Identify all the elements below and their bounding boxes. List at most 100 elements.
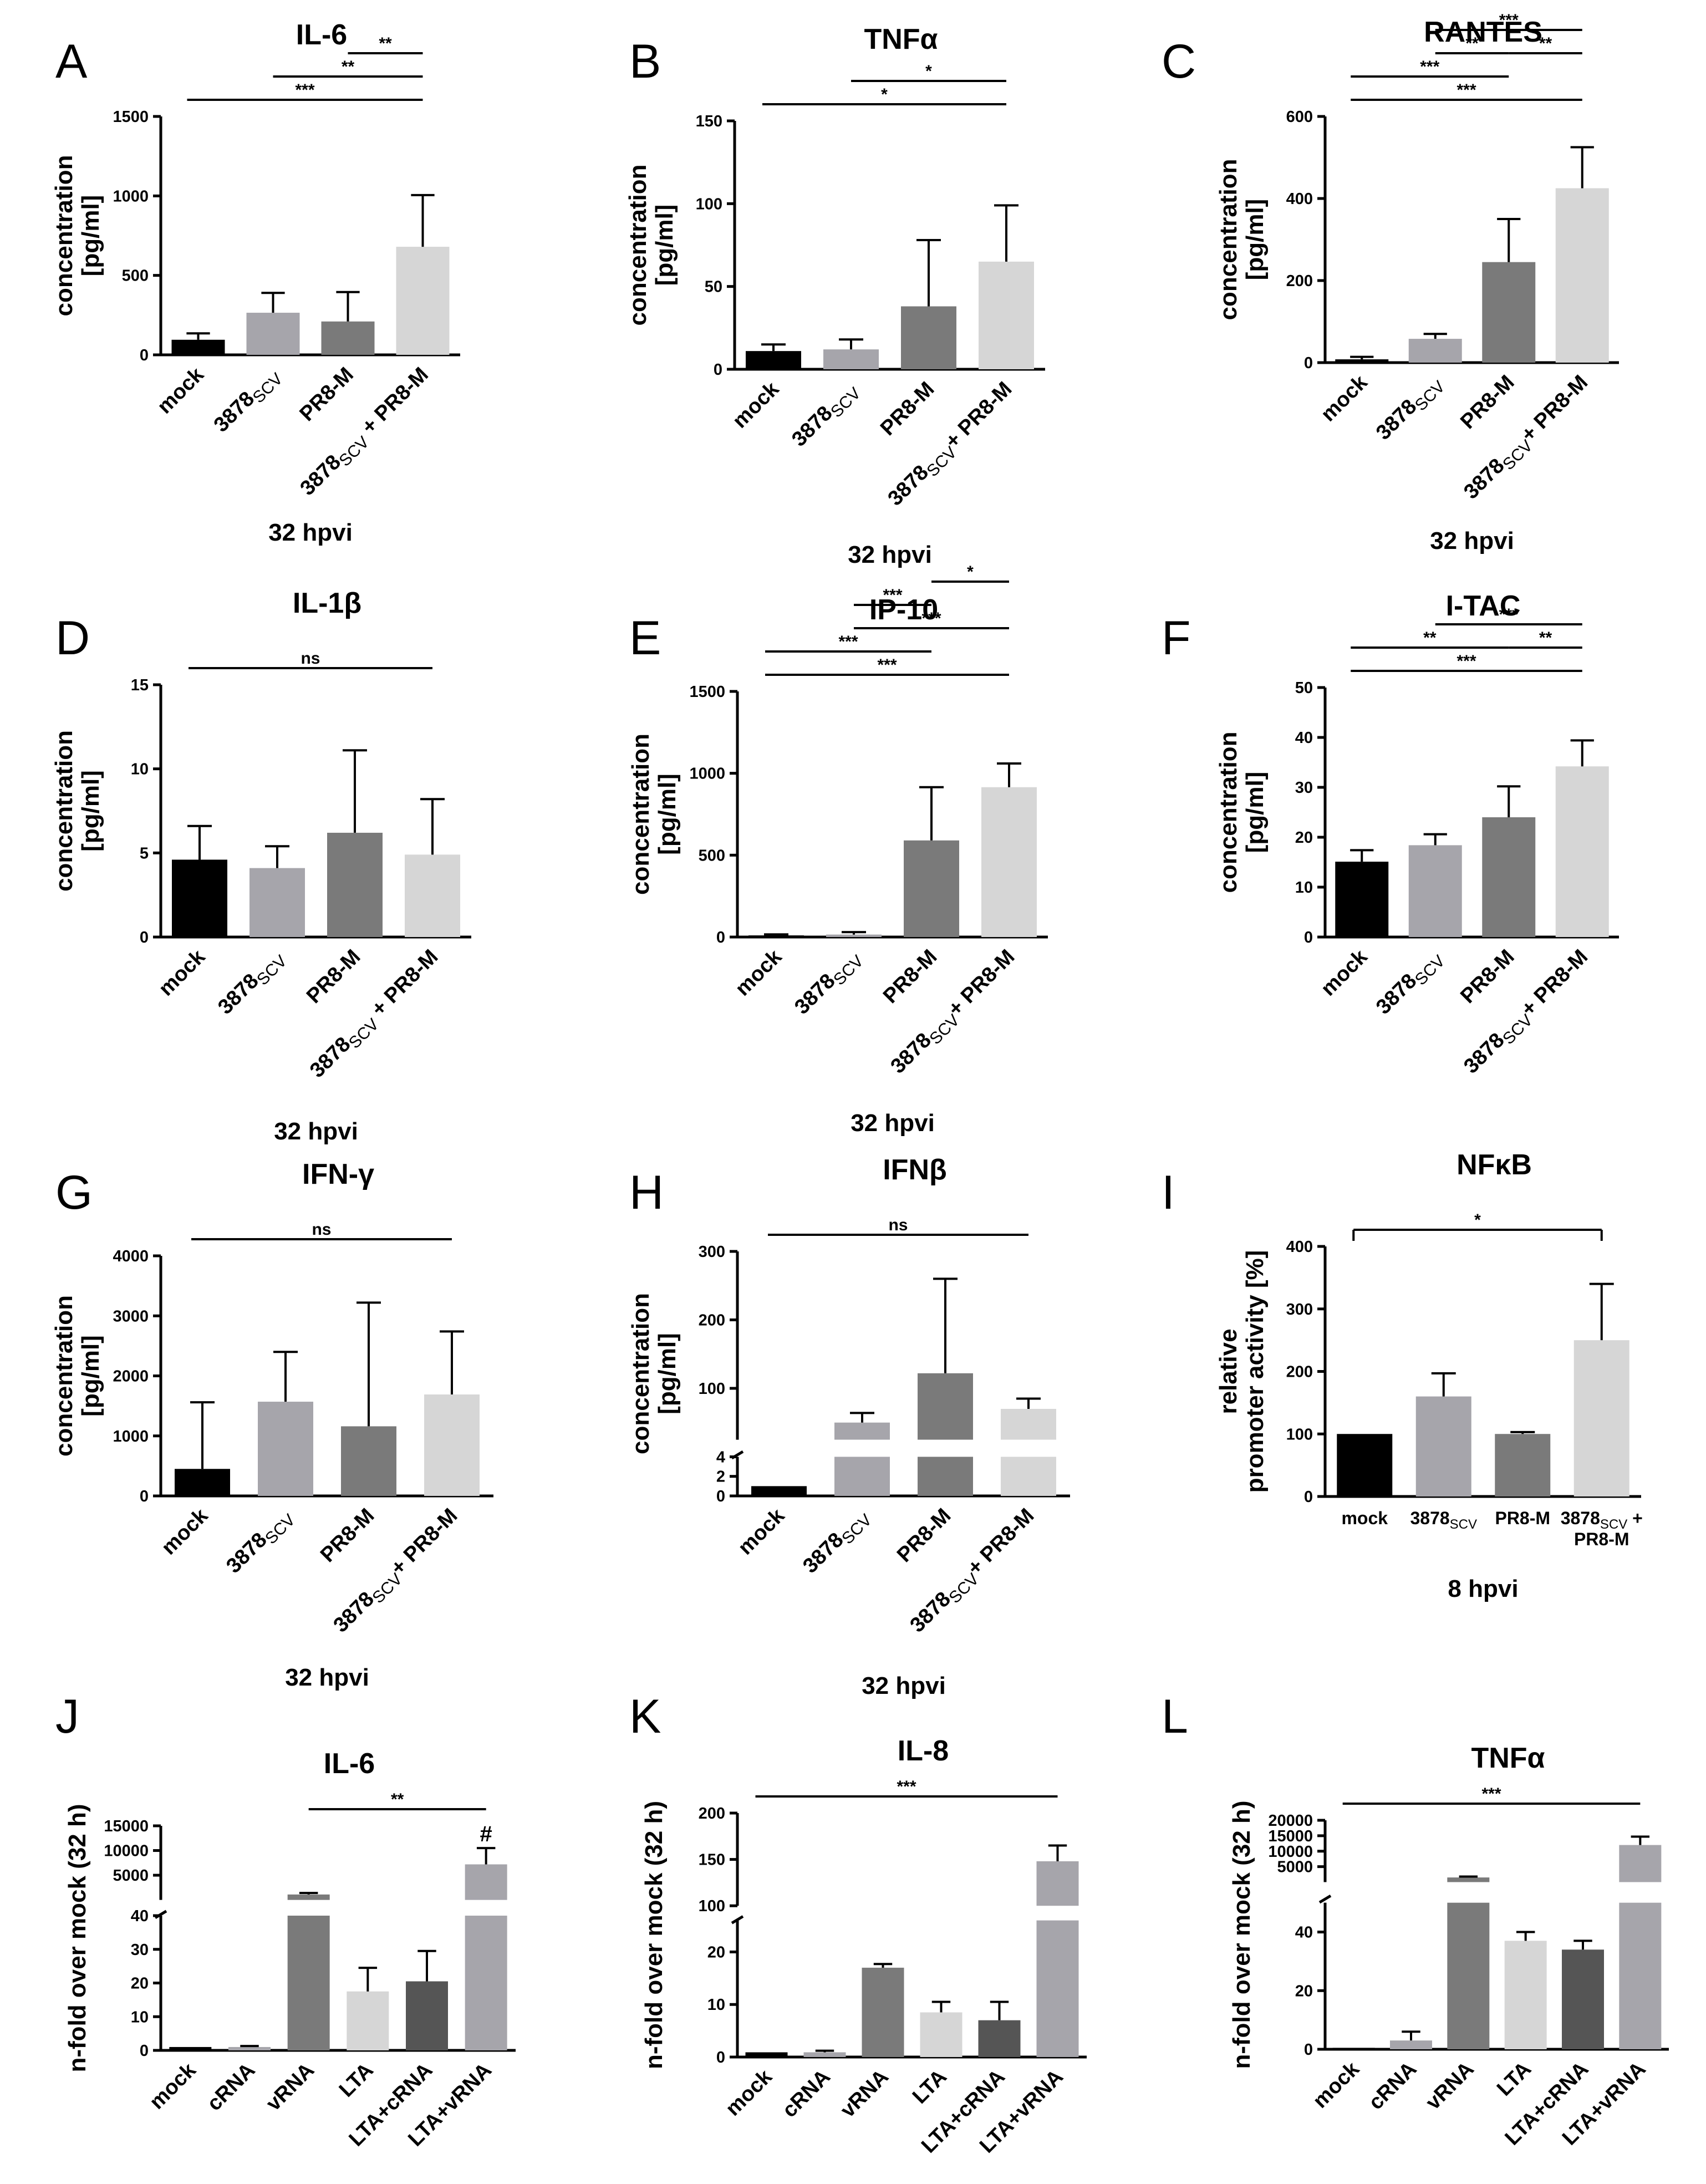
x-category-label: 3878SCV + — [1561, 1508, 1643, 1532]
bar — [347, 1991, 389, 2050]
chart-title: IFN-γ — [302, 1158, 374, 1190]
significance-label: ** — [379, 34, 392, 53]
panel-label: G — [55, 1166, 93, 1219]
x-category-label: cRNA — [203, 2059, 260, 2116]
x-category-label: mock — [157, 1504, 213, 1560]
bar — [1337, 1434, 1393, 1496]
category-main: cRNA — [778, 2065, 835, 2122]
bar — [169, 2046, 212, 2050]
bar — [745, 2052, 788, 2057]
bar — [1332, 2048, 1375, 2049]
x-category-label: 3878SCV — [1372, 945, 1449, 1022]
panel-i: I NFκB relative promoter activity [%] 0 100 20… — [1162, 1149, 1643, 1602]
x-category-label: 3878SCV — [213, 945, 291, 1022]
y-axis-label-line: concentration — [627, 734, 654, 895]
significance-label: ** — [1539, 629, 1552, 647]
y-axis-label-line: concentration — [50, 155, 78, 317]
bar — [1482, 817, 1536, 937]
category-post: + PR8-M — [1517, 945, 1592, 1021]
x-category-label: mock — [728, 377, 784, 433]
significance-label: ** — [342, 58, 355, 76]
significance-label: ** — [1465, 34, 1479, 53]
bar — [901, 306, 956, 369]
bar — [175, 1469, 230, 1496]
y-tick-label: 1000 — [689, 765, 725, 783]
x-category-label: PR8-M — [1456, 371, 1519, 434]
x-category-label: PR8-M — [296, 363, 358, 426]
y-axis-label: n-fold over mock (32 h) — [640, 1801, 668, 2069]
y-axis-label-line: relative — [1215, 1328, 1242, 1414]
y-axis-label-line: [pg/ml] — [654, 773, 681, 855]
panel-label: F — [1162, 612, 1191, 665]
bar — [249, 868, 305, 937]
y-tick-label: 0 — [1304, 354, 1313, 372]
bar — [918, 1457, 973, 1496]
category-main: LTA — [908, 2065, 951, 2109]
y-tick-label: 0 — [1304, 1488, 1313, 1506]
y-tick-label: 10 — [131, 2008, 149, 2026]
x-category-label: mock — [153, 363, 209, 419]
y-tick-label: 0 — [716, 1488, 725, 1505]
significance-label: *** — [1481, 1785, 1501, 1803]
bar-upper — [1001, 1409, 1056, 1440]
category-post: + PR8-M — [944, 945, 1019, 1021]
y-tick-label: 150 — [696, 113, 722, 130]
bar — [981, 787, 1037, 937]
category-main: mock — [153, 363, 209, 419]
bar-upper — [1036, 1861, 1079, 1906]
x-category-label: mock — [1308, 2057, 1364, 2113]
y-tick-label: 20 — [1295, 829, 1313, 847]
bar — [246, 313, 300, 355]
category-post: + — [1627, 1508, 1643, 1528]
y-axis-label: n-fold over mock (32 h) — [1228, 1800, 1255, 2069]
x-category-label: 3878SCV+ PR8-M — [1459, 371, 1596, 507]
significance-label: *** — [883, 586, 902, 604]
chart-title: IL-8 — [898, 1735, 949, 1767]
bar — [1390, 2040, 1432, 2049]
y-axis-label-line: [pg/ml] — [1241, 772, 1269, 853]
significance-label: ns — [301, 649, 320, 668]
x-category-label: 3878SCV + PR8-M — [296, 363, 436, 503]
category-main: 3878 — [1561, 1508, 1600, 1528]
bar — [228, 2046, 271, 2050]
time-point-label: 8 hpvi — [1448, 1575, 1518, 1602]
category-main: mock — [1341, 1508, 1388, 1528]
significance-label: *** — [1499, 11, 1519, 29]
bar — [920, 2012, 963, 2057]
x-category-label: cRNA — [1364, 2058, 1422, 2115]
x-category-label: mock — [1341, 1508, 1388, 1528]
time-point-label: 32 hpvi — [851, 1109, 935, 1137]
panel-label: A — [55, 35, 88, 88]
bar — [862, 1967, 904, 2057]
y-tick-label: 500 — [699, 847, 725, 864]
chart-title: IL-6 — [296, 19, 347, 51]
y-tick-label: 40 — [1295, 1924, 1313, 1942]
category-post: + PR8-M — [1517, 371, 1592, 446]
bar — [396, 247, 450, 355]
panel-k: K IL-8 n-fold over mock (32 h) 0 10 20 100 150 2… — [629, 1690, 1087, 2157]
bar — [904, 840, 959, 937]
chart-title: IP-10 — [869, 594, 938, 626]
category-main: PR8-M — [876, 378, 939, 440]
y-tick-label: 10 — [131, 761, 149, 778]
y-axis-label-line: [pg/ml] — [77, 195, 104, 277]
y-tick-label: 15 — [131, 676, 149, 694]
bar — [1555, 188, 1609, 363]
bar — [1495, 1434, 1551, 1496]
y-tick-label: 100 — [699, 1897, 725, 1915]
significance-label: ns — [312, 1220, 331, 1239]
bar — [1562, 1949, 1604, 2049]
y-tick-label: 500 — [122, 267, 149, 285]
bar — [341, 1426, 396, 1496]
bar — [746, 351, 801, 369]
y-tick-label: 150 — [699, 1851, 725, 1869]
y-tick-label: 40 — [131, 1907, 149, 1925]
y-tick-label: 600 — [1286, 108, 1313, 126]
significance-label: ** — [1423, 629, 1437, 647]
y-axis-label-line: [pg/ml] — [654, 1333, 681, 1414]
panel-label: L — [1162, 1690, 1188, 1743]
y-tick-label: 200 — [699, 1311, 725, 1329]
significance-label: * — [881, 85, 888, 104]
y-tick-label: 15000 — [104, 1818, 149, 1835]
y-tick-label: 0 — [714, 361, 722, 379]
